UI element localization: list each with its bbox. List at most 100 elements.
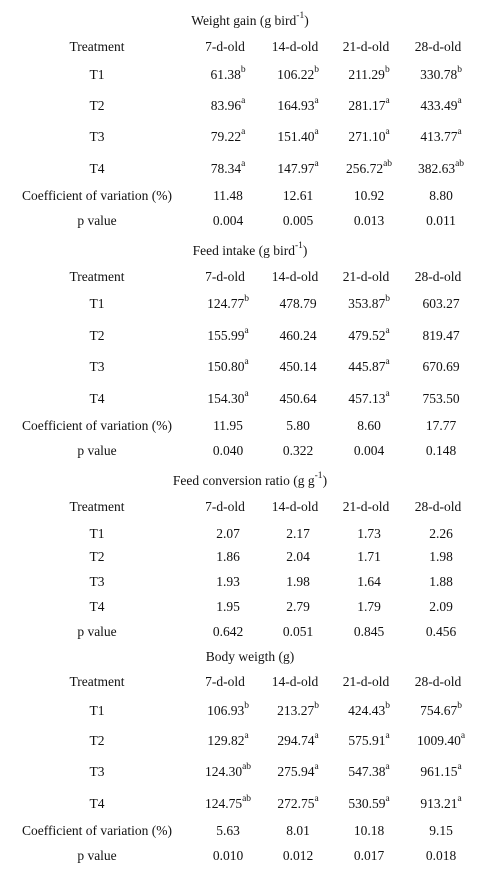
cell: 1.98 — [429, 549, 453, 564]
cell-sup: a — [385, 326, 390, 336]
section-title-tail: ) — [323, 473, 328, 488]
cell: 12.61 — [283, 188, 313, 203]
cell-text: 272.75 — [277, 796, 314, 811]
section-title: Weight gain (g bird-1) — [191, 11, 308, 28]
row-label: T2 — [90, 98, 105, 113]
cell: 1.73 — [357, 526, 381, 541]
cell-text: 78.34 — [211, 161, 242, 176]
cell: 164.93a — [277, 96, 319, 113]
column-header: Treatment — [70, 39, 125, 54]
cell-sup: a — [457, 794, 462, 804]
cell-sup: a — [385, 127, 390, 137]
cell: 11.95 — [213, 418, 243, 433]
section-title-text: Body weigth (g) — [206, 649, 295, 664]
row-label: T4 — [90, 161, 105, 176]
cell: 271.10a — [348, 127, 390, 144]
cell-text: 445.87 — [348, 359, 385, 374]
cell: 10.18 — [354, 823, 385, 838]
section-title-tail: ) — [304, 13, 309, 28]
section-title-sup: -1 — [295, 241, 303, 251]
cell-sup: b — [244, 701, 249, 711]
cell: 1.88 — [429, 574, 453, 589]
cell-sup: ab — [455, 159, 464, 169]
cell-sup: b — [314, 701, 319, 711]
cell-text: 147.97 — [277, 161, 314, 176]
cell-sup: a — [461, 731, 466, 741]
row-label: Coefficient of variation (%) — [22, 418, 172, 433]
cell-text: 106.93 — [207, 703, 244, 718]
cell: 382.63ab — [418, 159, 464, 176]
row-label: T2 — [90, 549, 105, 564]
cell: 575.91a — [348, 731, 390, 748]
row-label: T3 — [90, 764, 105, 779]
cell: 0.012 — [283, 848, 313, 863]
cell: 2.09 — [429, 599, 453, 614]
cell: 0.322 — [283, 443, 313, 458]
column-header: 14-d-old — [272, 39, 319, 54]
cell-sup: b — [385, 701, 390, 711]
cell: 1.71 — [357, 549, 381, 564]
cell-sup: ab — [383, 159, 392, 169]
cell: 433.49a — [420, 96, 462, 113]
cell-sup: a — [457, 127, 462, 137]
row-label: T3 — [90, 129, 105, 144]
cell-text: 530.59 — [348, 796, 385, 811]
row-label: p value — [77, 443, 116, 458]
section-title: Feed intake (g bird-1) — [193, 241, 308, 258]
cell-sup: a — [241, 96, 246, 106]
column-header: Treatment — [70, 674, 125, 689]
cell-text: 382.63 — [418, 161, 455, 176]
cell: 1.95 — [216, 599, 240, 614]
cell-text: 150.80 — [207, 359, 244, 374]
cell: 5.80 — [286, 418, 310, 433]
column-header: 21-d-old — [343, 269, 390, 284]
cell: 547.38a — [348, 762, 390, 779]
cell: 0.004 — [213, 213, 244, 228]
cell: 155.99a — [207, 326, 249, 343]
cell: 961.15a — [420, 762, 462, 779]
cell-text: 424.43 — [348, 703, 385, 718]
cell-text: 83.96 — [211, 98, 242, 113]
row-label: T1 — [90, 296, 105, 311]
cell-sup: b — [244, 294, 249, 304]
column-header: 14-d-old — [272, 674, 319, 689]
cell: 256.72ab — [346, 159, 392, 176]
cell: 0.018 — [426, 848, 457, 863]
row-label: T1 — [90, 526, 105, 541]
cell: 0.004 — [354, 443, 385, 458]
cell-sup: a — [314, 127, 319, 137]
cell-sup: ab — [242, 762, 251, 772]
cell: 272.75a — [277, 794, 319, 811]
cell: 530.59a — [348, 794, 390, 811]
cell: 330.78b — [420, 65, 462, 82]
column-header: 7-d-old — [205, 674, 245, 689]
cell-text: 155.99 — [207, 328, 244, 343]
cell: 2.07 — [216, 526, 240, 541]
row-label: T4 — [90, 391, 105, 406]
cell-sup: b — [457, 701, 462, 711]
cell: 0.040 — [213, 443, 244, 458]
cell: 819.47 — [422, 328, 459, 343]
cell: 478.79 — [279, 296, 316, 311]
cell-sup: a — [385, 357, 390, 367]
cell: 281.17a — [348, 96, 390, 113]
cell: 106.93b — [207, 701, 249, 718]
cell-sup: a — [385, 762, 390, 772]
cell-sup: a — [241, 159, 246, 169]
cell-text: 330.78 — [420, 67, 457, 82]
cell-text: 256.72 — [346, 161, 383, 176]
cell-text: 433.49 — [420, 98, 457, 113]
cell: 213.27b — [277, 701, 319, 718]
cell-text: 164.93 — [277, 98, 314, 113]
cell: 147.97a — [277, 159, 319, 176]
cell-sup: a — [314, 794, 319, 804]
column-header: Treatment — [70, 269, 125, 284]
row-label: T1 — [90, 703, 105, 718]
cell: 913.21a — [420, 794, 462, 811]
cell: 2.79 — [286, 599, 310, 614]
cell-text: 129.82 — [207, 733, 244, 748]
cell: 670.69 — [422, 359, 459, 374]
cell-sup: a — [241, 127, 246, 137]
cell: 413.77a — [420, 127, 462, 144]
section-title-text: Feed conversion ratio (g g — [173, 473, 315, 488]
